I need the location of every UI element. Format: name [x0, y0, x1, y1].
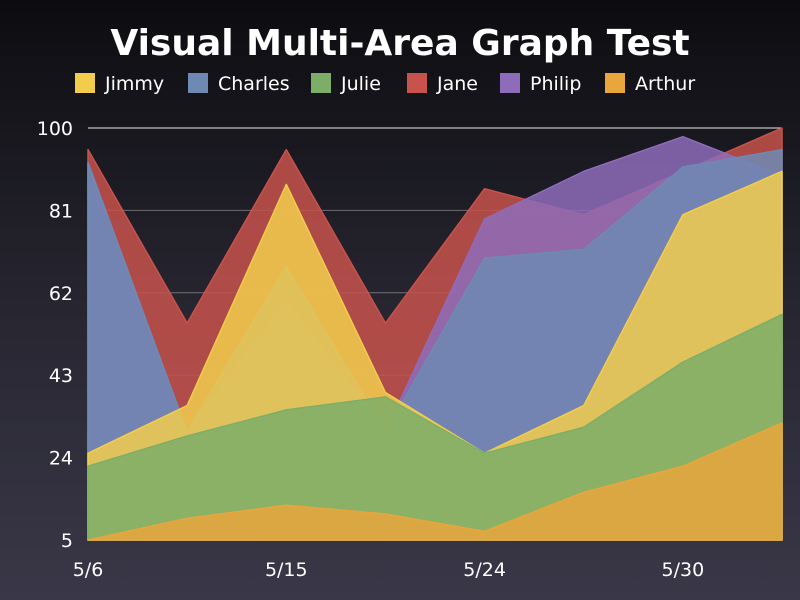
y-tick-label: 100 — [37, 118, 73, 140]
x-tick-label: 5/6 — [73, 559, 104, 581]
x-tick-label: 5/15 — [265, 559, 308, 581]
legend-swatch — [407, 73, 427, 93]
y-axis: 5 24 43 62 81 100 — [37, 118, 73, 552]
legend-swatch — [75, 73, 95, 93]
legend-label: Julie — [340, 73, 381, 95]
plot-areas — [87, 127, 783, 541]
legend-item-julie: Julie — [311, 73, 381, 95]
legend-label: Philip — [530, 73, 581, 95]
legend-swatch — [188, 73, 208, 93]
y-tick-label: 5 — [61, 530, 73, 552]
legend: Jimmy Charles Julie Jane Philip Arthur — [75, 73, 695, 95]
legend-label: Arthur — [635, 73, 695, 95]
x-axis: 5/6 5/15 5/24 5/30 — [73, 559, 704, 581]
y-tick-label: 62 — [49, 283, 73, 305]
legend-swatch — [500, 73, 520, 93]
legend-item-arthur: Arthur — [605, 73, 695, 95]
legend-swatch — [311, 73, 331, 93]
legend-label: Jane — [436, 73, 478, 95]
x-tick-label: 5/24 — [463, 559, 506, 581]
y-tick-label: 24 — [49, 448, 73, 470]
legend-item-jane: Jane — [407, 73, 478, 95]
legend-label: Jimmy — [104, 73, 164, 95]
legend-item-charles: Charles — [188, 73, 290, 95]
chart-title: Visual Multi-Area Graph Test — [110, 23, 689, 64]
legend-label: Charles — [218, 73, 290, 95]
legend-item-jimmy: Jimmy — [75, 73, 164, 95]
legend-swatch — [605, 73, 625, 93]
area-series-julie — [87, 313, 783, 541]
y-tick-label: 81 — [49, 200, 73, 222]
legend-item-philip: Philip — [500, 73, 581, 95]
x-tick-label: 5/30 — [662, 559, 705, 581]
area-series-arthur — [87, 422, 783, 541]
y-tick-label: 43 — [49, 365, 73, 387]
